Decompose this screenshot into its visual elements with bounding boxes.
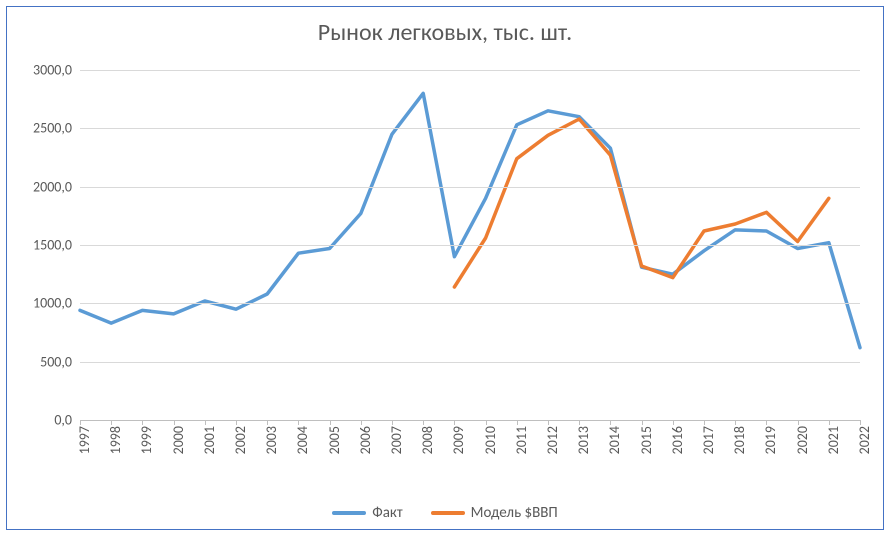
x-tick-mark (704, 420, 705, 425)
legend-swatch (431, 511, 465, 515)
y-tick-label: 500,0 (40, 353, 72, 370)
x-tick-label: 2012 (544, 426, 561, 454)
plot-area: 0,0500,01000,01500,02000,02500,03000,019… (80, 70, 860, 420)
x-tick-mark (298, 420, 299, 425)
x-tick-label: 2021 (825, 426, 842, 454)
x-tick-label: 2011 (513, 426, 530, 454)
x-tick-label: 2018 (731, 426, 748, 454)
x-tick-mark (766, 420, 767, 425)
y-tick-label: 1000,0 (33, 295, 72, 312)
chart-container: Рынок легковых, тыс. шт. 0,0500,01000,01… (0, 0, 890, 536)
x-tick-mark (330, 420, 331, 425)
x-tick-mark (236, 420, 237, 425)
legend-item: Модель $ВВП (431, 504, 558, 522)
x-tick-label: 2009 (450, 426, 467, 454)
x-tick-label: 2015 (638, 426, 655, 454)
x-tick-mark (111, 420, 112, 425)
legend-label: Факт (372, 504, 402, 522)
x-tick-label: 2005 (326, 426, 343, 454)
x-tick-mark (392, 420, 393, 425)
x-tick-mark (579, 420, 580, 425)
x-tick-mark (486, 420, 487, 425)
x-tick-label: 2020 (794, 426, 811, 454)
x-tick-mark (548, 420, 549, 425)
x-tick-mark (205, 420, 206, 425)
y-tick-label: 3000,0 (33, 62, 72, 79)
x-tick-label: 2008 (419, 426, 436, 454)
x-tick-mark (361, 420, 362, 425)
x-tick-mark (642, 420, 643, 425)
x-tick-mark (798, 420, 799, 425)
x-tick-mark (174, 420, 175, 425)
x-tick-mark (610, 420, 611, 425)
x-tick-label: 1998 (107, 426, 124, 454)
series-line (454, 119, 828, 287)
x-tick-label: 2000 (170, 426, 187, 454)
y-gridline (80, 362, 860, 363)
x-tick-label: 2010 (482, 426, 499, 454)
x-tick-mark (267, 420, 268, 425)
y-tick-label: 2000,0 (33, 178, 72, 195)
legend: Факт Модель $ВВП (0, 501, 890, 522)
chart-title: Рынок легковых, тыс. шт. (0, 18, 890, 47)
x-tick-label: 2016 (669, 426, 686, 454)
x-tick-label: 2001 (201, 426, 218, 454)
y-tick-label: 0,0 (54, 412, 72, 429)
x-tick-mark (454, 420, 455, 425)
x-tick-mark (423, 420, 424, 425)
x-tick-mark (80, 420, 81, 425)
x-tick-mark (517, 420, 518, 425)
y-tick-label: 2500,0 (33, 120, 72, 137)
y-gridline (80, 245, 860, 246)
y-gridline (80, 70, 860, 71)
x-tick-label: 2022 (856, 426, 873, 454)
y-tick-label: 1500,0 (33, 237, 72, 254)
y-gridline (80, 128, 860, 129)
x-tick-label: 2003 (263, 426, 280, 454)
x-tick-label: 2019 (762, 426, 779, 454)
legend-label: Модель $ВВП (471, 504, 558, 522)
y-gridline (80, 187, 860, 188)
x-tick-label: 2002 (232, 426, 249, 454)
legend-swatch (332, 511, 366, 515)
x-tick-label: 2006 (357, 426, 374, 454)
x-tick-label: 2014 (606, 426, 623, 454)
x-tick-label: 2007 (388, 426, 405, 454)
legend-item: Факт (332, 504, 402, 522)
y-gridline (80, 420, 860, 421)
x-tick-mark (673, 420, 674, 425)
x-tick-mark (735, 420, 736, 425)
y-gridline (80, 303, 860, 304)
x-tick-mark (142, 420, 143, 425)
x-tick-mark (860, 420, 861, 425)
x-tick-mark (829, 420, 830, 425)
x-tick-label: 2017 (700, 426, 717, 454)
x-tick-label: 1999 (138, 426, 155, 454)
x-tick-label: 2013 (575, 426, 592, 454)
x-tick-label: 2004 (294, 426, 311, 454)
x-tick-label: 1997 (76, 426, 93, 454)
